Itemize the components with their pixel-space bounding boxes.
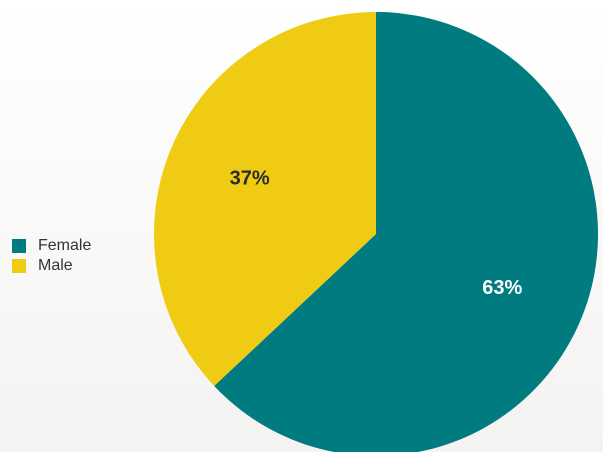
legend-item-male: Male xyxy=(12,256,91,276)
legend-item-female: Female xyxy=(12,236,91,256)
chart-legend: Female Male xyxy=(12,236,91,276)
slice-label-female: 63% xyxy=(482,277,522,299)
legend-swatch-male xyxy=(12,259,26,273)
pie-slice-female xyxy=(214,12,598,452)
slice-label-male: 37% xyxy=(230,168,270,190)
pie-slice-male xyxy=(154,12,376,386)
legend-label-female: Female xyxy=(38,237,92,254)
legend-swatch-female xyxy=(12,239,26,253)
legend-label-male: Male xyxy=(38,257,73,274)
